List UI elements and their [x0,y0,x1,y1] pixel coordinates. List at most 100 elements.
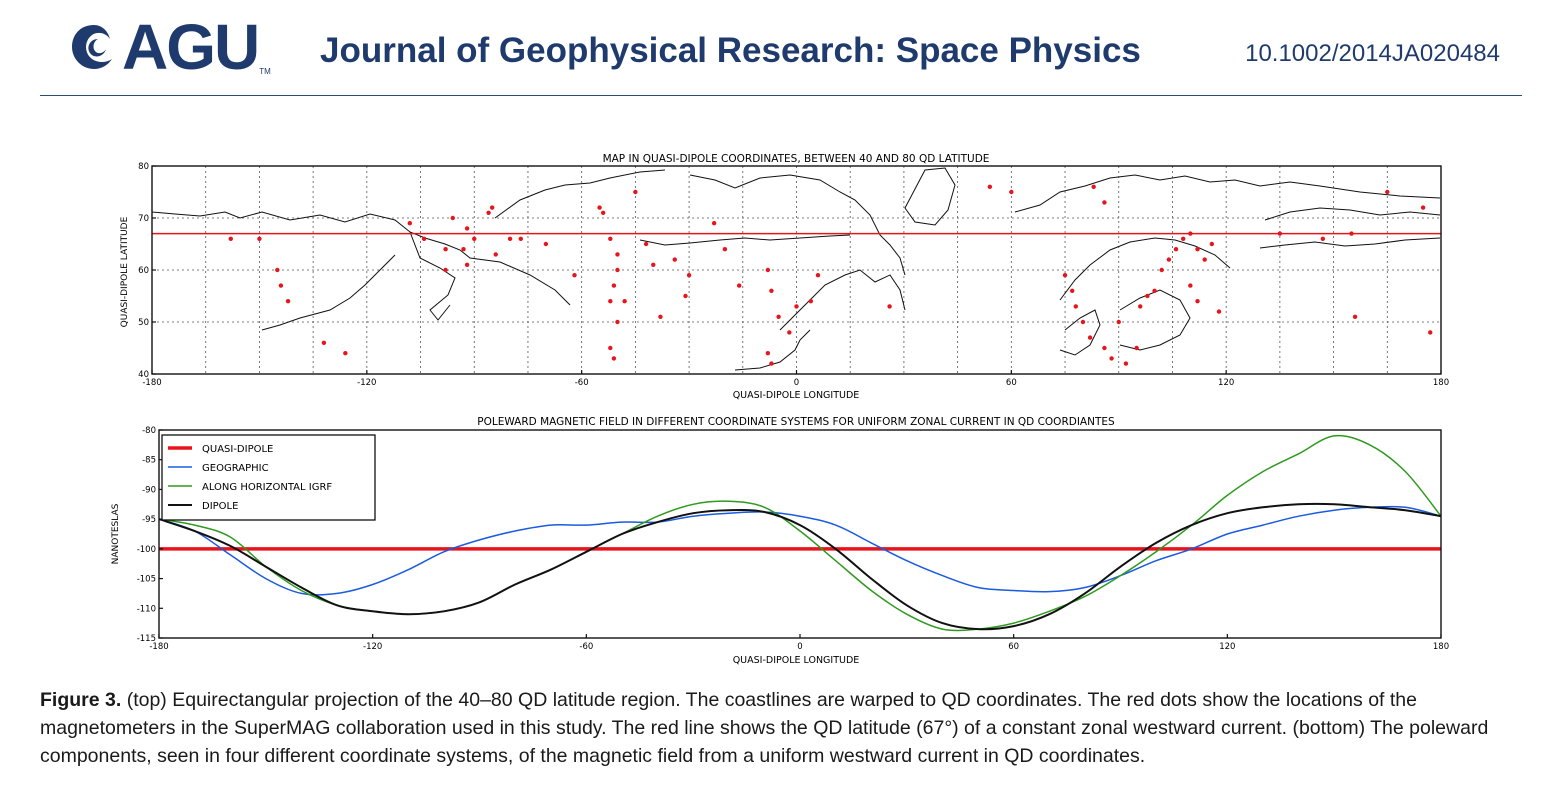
station-dot [622,299,627,304]
station-dot [493,252,498,257]
map-y-tick-label: 40 [138,370,149,380]
field-y-label: NANOTESLAS [111,503,121,564]
station-dot [765,267,771,273]
field-x-tick-label: -180 [149,642,168,652]
field-y-ticks: -80 -85 -90 -95 -100 -105 -110 -115 [137,426,163,644]
station-dot [1188,283,1193,288]
agu-logo: AGU TM [68,12,271,82]
station-dot [1070,288,1075,293]
station-dot [1009,189,1014,195]
legend-label: GEOGRAPHIC [202,463,269,474]
station-dot [1062,273,1068,278]
map-x-tick-label: -120 [357,378,376,388]
station-dot [443,247,448,252]
station-dot [672,257,677,262]
field-title: POLEWARD MAGNETIC FIELD IN DIFFERENT COO… [477,416,1115,428]
station-dot [600,210,606,215]
station-dot [1080,319,1086,325]
journal-title: Journal of Geophysical Research: Space P… [320,31,1141,70]
station-dot [769,288,774,293]
station-dot [472,236,477,241]
station-dot [1202,257,1207,262]
station-dot [808,299,814,304]
station-dot [987,184,993,189]
station-dot [1166,257,1172,262]
field-x-tick-label: 0 [797,642,802,652]
field-panel: POLEWARD MAGNETIC FIELD IN DIFFERENT COO… [111,416,1449,666]
station-dot [615,319,620,325]
station-dot [450,215,455,221]
caption-label: Figure 3. [40,689,122,711]
station-dot [737,283,742,288]
station-dot [1102,345,1107,351]
map-coastlines [151,167,1441,371]
magnetometer-stations [228,184,1433,366]
station-dot [1073,304,1078,309]
station-dot [608,345,613,351]
field-y-tick-label: -95 [142,515,156,525]
field-y-tick-label: -85 [142,456,156,466]
station-dot [1091,184,1096,189]
map-y-tick-label: 60 [138,266,149,276]
station-dot [278,283,284,288]
station-dot [1087,335,1093,340]
field-x-tick-label: -60 [579,642,593,652]
station-dot [597,205,602,210]
field-y-tick-label: -105 [137,575,156,585]
station-dot [651,262,656,267]
field-y-tick-label: -90 [142,485,156,495]
station-dot [608,299,613,304]
station-dot [507,236,513,241]
legend-label: ALONG HORIZONTAL IGRF [202,482,332,493]
map-x-ticks: -180 -120 -60 0 60 120 180 [142,370,1449,388]
station-dot [1209,241,1215,247]
station-dot [1159,267,1164,273]
station-dot [611,283,617,288]
field-series [158,434,1442,632]
map-grid [152,166,1441,374]
logo-wordmark: AGU [122,11,260,83]
station-dot [1195,299,1200,304]
station-dot [1173,247,1179,252]
legend-items: QUASI-DIPOLE GEOGRAPHIC ALONG HORIZONTAL I… [168,444,332,512]
station-dot [257,236,262,241]
station-dot [815,273,821,278]
station-dot [1116,319,1121,325]
map-y-tick-label: 50 [138,318,149,328]
station-dot [769,361,774,366]
station-dot [1320,236,1326,241]
field-y-tick-label: -100 [137,545,156,555]
station-dot [776,314,781,319]
station-dot [765,351,771,356]
map-title: MAP IN QUASI-DIPOLE COORDINATES, BETWEEN… [603,153,990,165]
map-x-tick-label: 60 [1006,378,1017,388]
station-dot [543,241,549,247]
field-x-tick-label: 60 [1008,642,1019,652]
station-dot [1385,189,1390,195]
legend-label: QUASI-DIPOLE [202,444,273,455]
map-y-label: QUASI-DIPOLE LATITUDE [120,216,130,327]
map-x-tick-label: -180 [142,378,161,388]
station-dot [461,247,466,252]
legend-label: DIPOLE [202,501,238,512]
caption-text: (top) Equirectangular projection of the … [40,689,1489,767]
station-dot [572,273,577,278]
field-x-tick-label: -120 [363,642,382,652]
field-x-tick-label: 180 [1433,642,1449,652]
station-dot [686,273,692,278]
map-x-label: QUASI-DIPOLE LONGITUDE [733,390,860,401]
journal-header: AGU TM Journal of Geophysical Research: … [40,0,1522,96]
station-dot [1109,356,1114,361]
map-y-tick-label: 80 [138,162,149,172]
station-dot [608,236,613,241]
station-dot [643,241,649,247]
map-y-tick-label: 70 [138,214,149,224]
doi-text: 10.1002/2014JA020484 [1245,40,1500,67]
station-dot [1188,231,1193,236]
station-dot [611,356,617,361]
station-dot [683,293,688,299]
map-panel: MAP IN QUASI-DIPOLE COORDINATES, BETWEEN… [120,153,1449,401]
agu-swirl-icon [72,25,112,69]
map-x-tick-label: 0 [794,378,799,388]
station-dot [421,236,427,241]
